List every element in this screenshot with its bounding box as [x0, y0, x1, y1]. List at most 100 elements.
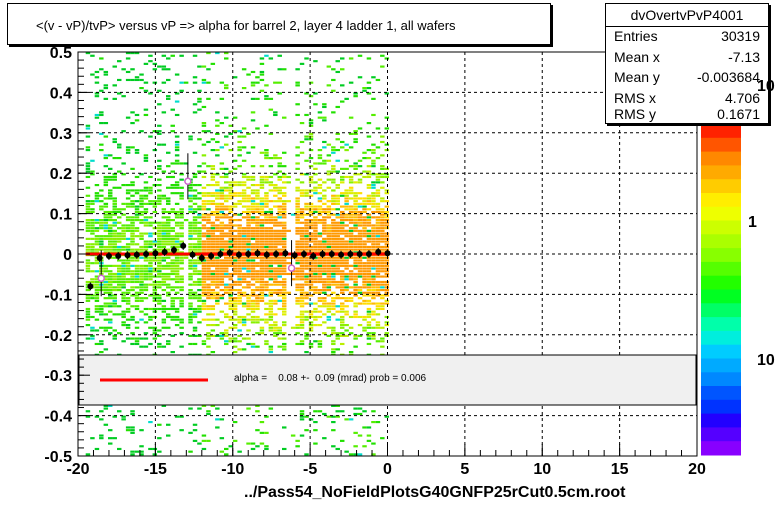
histogram-cell: [99, 418, 104, 421]
histogram-cell: [246, 200, 251, 203]
histogram-cell: [99, 340, 104, 343]
histogram-cell: [206, 240, 211, 243]
histogram-cell: [108, 219, 113, 222]
histogram-cell: [273, 232, 278, 235]
x-tick-label: 15: [611, 461, 629, 478]
histogram-cell: [250, 229, 256, 232]
histogram-cell: [340, 342, 345, 346]
histogram-cell: [295, 229, 300, 232]
histogram-cell: [161, 194, 167, 197]
histogram-cell: [143, 194, 149, 197]
histogram-cell: [197, 294, 202, 297]
histogram-cell: [215, 262, 220, 265]
y-tick-label: 0.3: [50, 126, 72, 143]
stats-value: 0.1671: [717, 106, 760, 122]
histogram-cell: [179, 251, 184, 254]
histogram-cell: [282, 297, 287, 300]
histogram-cell: [366, 135, 372, 138]
histogram-cell: [353, 412, 358, 416]
histogram-cell: [357, 197, 363, 200]
histogram-cell: [371, 200, 376, 203]
histogram-cell: [366, 302, 372, 305]
histogram-cell: [192, 189, 198, 192]
histogram-cell: [224, 289, 229, 292]
histogram-cell: [108, 332, 113, 335]
histogram-cell: [362, 235, 367, 238]
histogram-cell: [326, 229, 332, 232]
histogram-cell: [322, 162, 327, 165]
histogram-cell: [139, 272, 144, 276]
histogram-cell: [157, 167, 162, 170]
histogram-cell: [313, 245, 318, 249]
histogram-cell: [282, 332, 287, 335]
histogram-cell: [188, 208, 193, 211]
histogram-cell: [308, 232, 314, 235]
histogram-cell: [317, 345, 323, 348]
histogram-cell: [139, 280, 144, 284]
histogram-cell: [170, 227, 175, 230]
histogram-cell: [134, 175, 140, 179]
histogram-cell: [157, 237, 162, 240]
histogram-cell: [250, 97, 256, 100]
histogram-cell: [313, 208, 318, 211]
histogram-cell: [371, 272, 376, 276]
histogram-cell: [264, 154, 269, 157]
histogram-cell: [215, 407, 220, 410]
histogram-cell: [295, 342, 300, 346]
histogram-cell: [348, 278, 354, 281]
histogram-cell: [259, 227, 265, 230]
histogram-cell: [357, 229, 363, 232]
histogram-cell: [277, 291, 282, 294]
histogram-cell: [192, 267, 198, 270]
histogram-cell: [344, 278, 349, 281]
histogram-cell: [353, 251, 358, 254]
histogram-cell: [174, 73, 180, 76]
histogram-cell: [308, 132, 314, 135]
histogram-cell: [192, 315, 198, 319]
histogram-cell: [277, 197, 282, 200]
histogram-cell: [282, 426, 287, 429]
histogram-cell: [308, 272, 314, 276]
histogram-cell: [366, 307, 372, 311]
histogram-cell: [331, 229, 336, 232]
profile-point: [347, 251, 354, 257]
histogram-cell: [299, 412, 305, 416]
histogram-cell: [215, 245, 220, 249]
histogram-cell: [224, 87, 229, 90]
histogram-cell: [197, 108, 202, 111]
histogram-cell: [157, 243, 162, 246]
histogram-cell: [380, 270, 385, 273]
histogram-cell: [353, 337, 358, 340]
histogram-cell: [99, 437, 104, 440]
histogram-cell: [268, 200, 274, 203]
histogram-cell: [282, 245, 287, 249]
histogram-cell: [380, 235, 385, 238]
histogram-cell: [139, 245, 144, 249]
histogram-cell: [103, 70, 109, 74]
histogram-cell: [188, 186, 193, 189]
histogram-cell: [152, 275, 158, 278]
histogram-cell: [228, 237, 233, 240]
histogram-cell: [255, 318, 260, 321]
histogram-cell: [366, 232, 372, 235]
histogram-cell: [108, 192, 113, 195]
histogram-cell: [264, 307, 269, 311]
histogram-cell: [308, 251, 314, 254]
histogram-cell: [255, 229, 260, 232]
histogram-cell: [90, 73, 95, 76]
histogram-cell: [340, 248, 345, 251]
histogram-cell: [130, 232, 135, 235]
histogram-cell: [344, 329, 349, 332]
histogram-cell: [148, 224, 153, 227]
histogram-cell: [331, 68, 336, 71]
histogram-cell: [241, 87, 247, 90]
histogram-cell: [134, 76, 140, 79]
histogram-cell: [259, 275, 265, 278]
histogram-cell: [250, 175, 256, 179]
histogram-cell: [143, 270, 149, 273]
histogram-cell: [94, 243, 100, 246]
histogram-cell: [268, 189, 274, 192]
histogram-cell: [380, 181, 385, 184]
histogram-cell: [250, 235, 256, 238]
histogram-cell: [371, 264, 376, 267]
